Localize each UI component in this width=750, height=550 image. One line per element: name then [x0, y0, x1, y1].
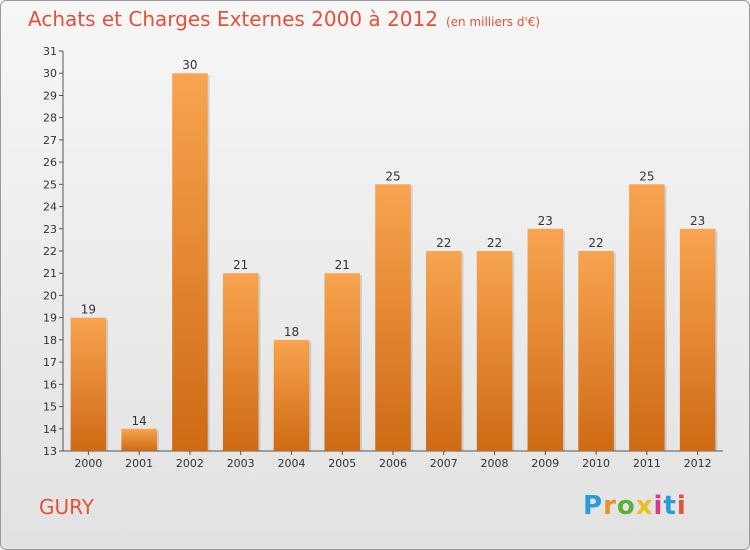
bar-2003 [222, 273, 259, 451]
x-tick-label: 2012 [684, 457, 712, 470]
bar-2001 [121, 428, 157, 451]
x-tick-label: 2004 [277, 457, 305, 470]
y-tick-label: 15 [43, 401, 57, 414]
x-tick-label: 2011 [633, 457, 661, 470]
bar-2005 [324, 273, 360, 451]
y-tick-label: 16 [43, 378, 57, 391]
bar-value-label: 18 [284, 325, 299, 339]
y-tick-label: 13 [43, 445, 57, 458]
bar-2004 [273, 339, 310, 451]
x-tick-label: 2008 [481, 457, 509, 470]
bar-2009 [527, 228, 564, 451]
bar-2010 [578, 251, 614, 451]
bar-2000 [70, 317, 107, 451]
bar-2007 [426, 251, 462, 451]
y-tick-label: 23 [43, 223, 57, 236]
y-tick-label: 17 [43, 356, 57, 369]
y-tick-label: 30 [43, 67, 57, 80]
bar-2002 [172, 73, 208, 451]
bar-value-label: 22 [487, 236, 502, 250]
proxiti-logo: Proxiti [583, 491, 687, 521]
y-tick-label: 19 [43, 312, 57, 325]
bar-value-label: 23 [538, 214, 553, 228]
bar-value-label: 22 [588, 236, 603, 250]
bar-value-label: 30 [182, 58, 197, 72]
y-tick-label: 24 [43, 201, 57, 214]
bar-value-label: 21 [233, 258, 248, 272]
bar-2006 [375, 184, 411, 452]
x-tick-label: 2007 [430, 457, 458, 470]
x-tick-label: 2002 [176, 457, 204, 470]
y-tick-label: 27 [43, 134, 57, 147]
bar-value-label: 25 [639, 169, 654, 183]
x-tick-label: 2009 [531, 457, 559, 470]
x-tick-label: 2001 [125, 457, 153, 470]
commune-name: GURY [39, 495, 94, 519]
chart-title-line: Achats et Charges Externes 2000 à 2012 (e… [28, 7, 540, 31]
bar-value-label: 25 [385, 169, 400, 183]
bar-value-label: 21 [335, 258, 350, 272]
bar-value-label: 23 [690, 214, 705, 228]
bar-2011 [629, 184, 665, 452]
y-tick-label: 28 [43, 112, 57, 125]
y-tick-label: 31 [43, 45, 57, 58]
y-tick-label: 29 [43, 89, 57, 102]
y-tick-label: 26 [43, 156, 57, 169]
bar-value-label: 22 [436, 236, 451, 250]
y-tick-label: 21 [43, 267, 57, 280]
x-tick-label: 2000 [74, 457, 102, 470]
bar-2012 [679, 228, 716, 451]
y-tick-label: 25 [43, 178, 57, 191]
x-tick-label: 2010 [582, 457, 610, 470]
bar-value-label: 19 [81, 303, 96, 317]
chart-title: Achats et Charges Externes 2000 à 2012 [28, 7, 438, 31]
chart-subtitle: (en milliers d'€) [445, 15, 541, 29]
x-tick-label: 2006 [379, 457, 407, 470]
bar-value-label: 14 [132, 414, 147, 428]
y-tick-label: 22 [43, 245, 57, 258]
y-tick-label: 14 [43, 423, 57, 436]
y-tick-label: 18 [43, 334, 57, 347]
bar-2008 [476, 251, 513, 451]
x-tick-label: 2003 [227, 457, 255, 470]
y-tick-label: 20 [43, 289, 57, 302]
x-tick-label: 2005 [328, 457, 356, 470]
